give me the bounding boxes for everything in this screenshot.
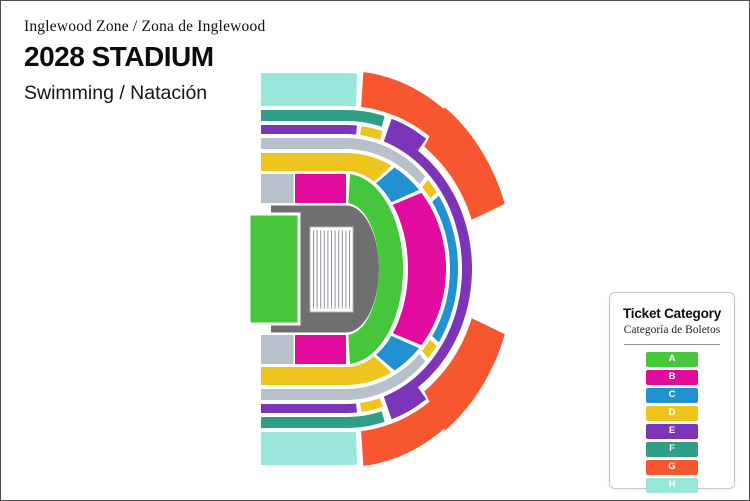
- section-D[interactable]: [261, 356, 392, 385]
- section-C[interactable]: [376, 335, 420, 371]
- section-F[interactable]: [261, 110, 385, 127]
- section-E[interactable]: [261, 125, 357, 135]
- legend-swatch-E: E: [646, 424, 698, 439]
- section-gray[interactable]: [261, 174, 294, 203]
- section-F[interactable]: [261, 411, 385, 428]
- zone-title: Inglewood Zone / Zona de Inglewood: [24, 18, 266, 35]
- section-E[interactable]: [261, 403, 357, 414]
- section-G[interactable]: [424, 318, 505, 431]
- legend-swatch-C: C: [646, 388, 698, 403]
- section-gray[interactable]: [261, 138, 426, 185]
- section-D[interactable]: [422, 179, 437, 199]
- section-G[interactable]: [361, 399, 446, 466]
- section-D[interactable]: [422, 339, 437, 359]
- event-title: Swimming / Natación: [24, 82, 208, 104]
- section-G[interactable]: [424, 107, 505, 220]
- section-gray[interactable]: [261, 353, 426, 400]
- venue-title: 2028 STADIUM: [24, 41, 214, 72]
- legend-swatch-F: F: [646, 442, 698, 457]
- section-D[interactable]: [261, 153, 392, 182]
- section-D[interactable]: [360, 126, 383, 140]
- section-A[interactable]: [348, 174, 403, 364]
- section-H[interactable]: [261, 431, 358, 465]
- section-D[interactable]: [360, 398, 383, 412]
- section-E[interactable]: [383, 118, 427, 159]
- section-gray[interactable]: [261, 335, 294, 364]
- section-C[interactable]: [432, 195, 458, 343]
- section-E[interactable]: [387, 134, 472, 404]
- section-A-block[interactable]: [247, 212, 301, 326]
- section-G[interactable]: [361, 72, 446, 139]
- section-E[interactable]: [383, 379, 427, 420]
- legend-title: Ticket Category: [622, 306, 722, 321]
- legend-divider: [624, 344, 720, 345]
- legend-subtitle: Categoría de Boletos: [623, 324, 721, 336]
- legend-swatch-A: A: [646, 352, 698, 367]
- header: Inglewood Zone / Zona de Inglewood 2028 …: [24, 18, 265, 105]
- section-H[interactable]: [261, 73, 358, 107]
- section-B[interactable]: [295, 174, 346, 203]
- section-B[interactable]: [392, 192, 446, 346]
- legend-swatch-D: D: [646, 406, 698, 421]
- legend-swatch-G: G: [646, 460, 698, 475]
- section-B[interactable]: [295, 335, 346, 364]
- legend-swatch-H: H: [646, 478, 698, 493]
- legend-swatch-B: B: [646, 370, 698, 385]
- section-C[interactable]: [376, 167, 420, 203]
